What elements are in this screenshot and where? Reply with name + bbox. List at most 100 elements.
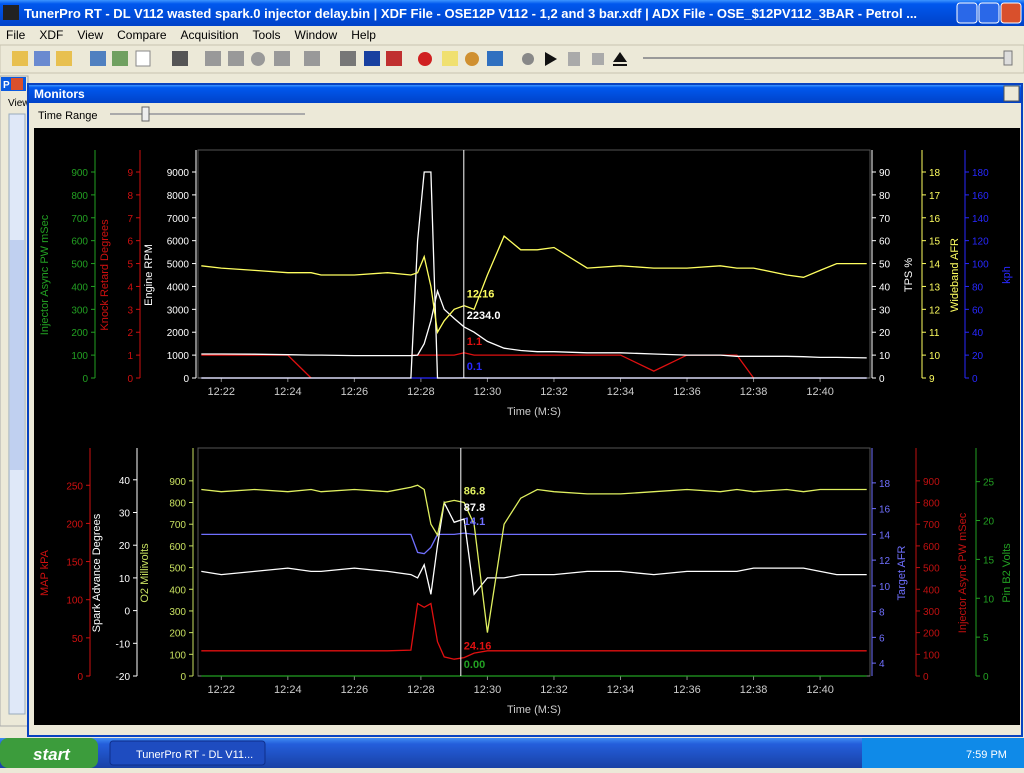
tool-icon[interactable] bbox=[56, 51, 72, 66]
menu: File XDF View Compare Acquisition Tools Window… bbox=[6, 28, 376, 42]
y-tick-label: 2000 bbox=[167, 328, 190, 339]
tool-icon[interactable] bbox=[12, 51, 28, 66]
y-tick-label: 200 bbox=[923, 629, 940, 640]
y-tick-label: 4 bbox=[127, 282, 133, 293]
y-tick-label: 6000 bbox=[167, 237, 190, 248]
y-tick-label: 9000 bbox=[167, 168, 190, 179]
monitors-title: Monitors bbox=[34, 87, 85, 101]
y-tick-label: 80 bbox=[972, 282, 984, 293]
y-tick-label: 600 bbox=[169, 542, 186, 553]
y-axis-label: kph bbox=[1001, 266, 1013, 284]
tool-icon[interactable] bbox=[274, 51, 290, 66]
x-tick-label: 12:26 bbox=[341, 684, 369, 696]
cursor-readout: 1.1 bbox=[467, 336, 482, 348]
y-tick-label: 8000 bbox=[167, 191, 190, 202]
y-tick-label: 7 bbox=[127, 214, 133, 225]
tool-icon[interactable] bbox=[228, 51, 244, 66]
time-range-label: Time Range bbox=[38, 110, 98, 122]
y-tick-label: 150 bbox=[66, 558, 83, 569]
y-tick-label: 5 bbox=[983, 633, 989, 644]
tool-icon[interactable] bbox=[34, 51, 50, 66]
menu-item[interactable]: XDF bbox=[39, 28, 63, 42]
menu-item[interactable]: Tools bbox=[253, 28, 281, 42]
pause-button[interactable] bbox=[568, 52, 580, 66]
side-scroll-thumb[interactable] bbox=[10, 240, 24, 470]
tool-icon[interactable] bbox=[112, 51, 128, 66]
menu-item[interactable]: Acquisition bbox=[181, 28, 239, 42]
y-tick-label: 0 bbox=[82, 374, 88, 385]
tool-icon[interactable] bbox=[487, 51, 503, 66]
task-label: TunerPro RT - DL V11... bbox=[136, 749, 253, 761]
monitors-close[interactable] bbox=[1004, 86, 1019, 101]
tool-icon[interactable] bbox=[172, 51, 188, 66]
app-icon bbox=[3, 5, 19, 20]
x-tick-label: 12:22 bbox=[208, 386, 236, 398]
tool-icon[interactable] bbox=[136, 51, 150, 66]
tool-icon[interactable] bbox=[251, 52, 265, 66]
cursor-readout: 0.1 bbox=[467, 361, 482, 373]
y-tick-label: 800 bbox=[71, 191, 88, 202]
h-scrollbar[interactable] bbox=[34, 725, 1020, 735]
y-tick-label: 250 bbox=[66, 481, 83, 492]
y-tick-label: 20 bbox=[983, 517, 995, 528]
tool-icon[interactable] bbox=[442, 51, 458, 66]
y-tick-label: 9 bbox=[127, 168, 133, 179]
clock: 7:59 PM bbox=[966, 749, 1007, 761]
y-axis-label: Pin B2 Volts bbox=[1001, 543, 1013, 603]
tool-icon[interactable] bbox=[465, 52, 479, 66]
tool-icon[interactable] bbox=[90, 51, 106, 66]
y-tick-label: 100 bbox=[972, 260, 989, 271]
stop-button[interactable] bbox=[592, 53, 604, 65]
maximize-button[interactable] bbox=[979, 3, 999, 23]
cursor-readout: 12.16 bbox=[467, 289, 495, 301]
y-tick-label: 80 bbox=[879, 191, 891, 202]
menu-item[interactable]: File bbox=[6, 28, 26, 42]
tool-icon[interactable] bbox=[205, 51, 221, 66]
y-tick-label: 0 bbox=[124, 607, 130, 618]
x-tick-label: 12:34 bbox=[607, 684, 635, 696]
y-tick-label: 700 bbox=[923, 520, 940, 531]
y-tick-label: 4 bbox=[879, 659, 885, 670]
y-tick-label: 3 bbox=[127, 305, 133, 316]
y-tick-label: 12 bbox=[879, 556, 891, 567]
menu-item[interactable]: Compare bbox=[117, 28, 167, 42]
close-button[interactable] bbox=[1001, 3, 1021, 23]
minimize-button[interactable] bbox=[957, 3, 977, 23]
y-tick-label: 25 bbox=[983, 478, 995, 489]
y-tick-label: 40 bbox=[972, 328, 984, 339]
y-tick-label: 500 bbox=[71, 260, 88, 271]
menu-item[interactable]: View bbox=[77, 28, 103, 42]
tool-icon[interactable] bbox=[364, 51, 380, 66]
y-tick-label: 200 bbox=[169, 629, 186, 640]
side-panel-label: View bbox=[8, 98, 30, 109]
y-tick-label: -10 bbox=[116, 639, 131, 650]
cursor-readout: 87.8 bbox=[464, 502, 485, 514]
x-tick-label: 12:40 bbox=[806, 684, 834, 696]
menu-item[interactable]: Window bbox=[295, 28, 338, 42]
y-tick-label: 0 bbox=[972, 374, 978, 385]
y-tick-label: 200 bbox=[66, 519, 83, 530]
y-tick-label: 700 bbox=[169, 520, 186, 531]
x-tick-label: 12:24 bbox=[274, 386, 302, 398]
x-tick-label: 12:32 bbox=[540, 684, 568, 696]
menu-item[interactable]: Help bbox=[351, 28, 376, 42]
y-tick-label: 1 bbox=[127, 351, 133, 362]
tool-icon[interactable] bbox=[340, 51, 356, 66]
time-range-thumb[interactable] bbox=[142, 107, 149, 121]
tool-icon[interactable] bbox=[386, 51, 402, 66]
tool-icon[interactable] bbox=[304, 51, 320, 66]
y-tick-label: 10 bbox=[119, 574, 131, 585]
tool-icon[interactable] bbox=[522, 53, 534, 65]
side-panel-tab: P bbox=[3, 80, 10, 91]
y-tick-label: 900 bbox=[169, 477, 186, 488]
slider-thumb[interactable] bbox=[1004, 51, 1012, 65]
side-close[interactable] bbox=[11, 78, 23, 90]
y-tick-label: 300 bbox=[923, 607, 940, 618]
y-tick-label: 0 bbox=[180, 672, 186, 683]
tool-icon[interactable] bbox=[418, 52, 432, 66]
y-axis-label: MAP kPA bbox=[39, 549, 51, 596]
y-tick-label: 40 bbox=[879, 282, 891, 293]
y-tick-label: 500 bbox=[923, 564, 940, 575]
y-tick-label: 300 bbox=[169, 607, 186, 618]
y-tick-label: 10 bbox=[929, 351, 941, 362]
